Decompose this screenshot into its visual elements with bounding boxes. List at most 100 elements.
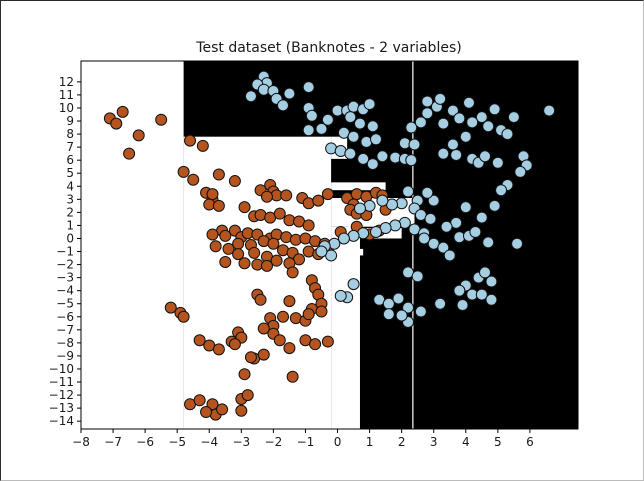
point-s1-92	[337, 232, 350, 245]
point-s0-68	[267, 237, 280, 250]
point-s1-8	[277, 99, 290, 112]
point-s0-83	[260, 259, 273, 272]
point-s0-77	[248, 246, 261, 259]
point-s0-112	[193, 334, 206, 347]
point-s1-110	[485, 275, 498, 288]
y-tick-label: −5	[56, 297, 74, 311]
point-s1-11	[305, 109, 318, 122]
y-tick-label: 12	[59, 75, 74, 89]
point-s1-109	[479, 266, 492, 279]
point-s1-107	[443, 249, 456, 262]
point-s1-39	[414, 116, 427, 129]
y-tick-label: 1	[66, 218, 74, 232]
point-s0-81	[238, 257, 251, 270]
point-s0-129	[235, 404, 248, 417]
point-s1-71	[475, 211, 488, 224]
point-s0-105	[257, 322, 270, 335]
region-white-5	[331, 226, 351, 429]
point-s1-59	[450, 148, 463, 161]
point-s1-26	[369, 133, 382, 146]
point-s0-125	[200, 406, 213, 419]
point-s1-57	[446, 138, 459, 151]
point-s0-5	[155, 113, 168, 126]
y-tick-label: 3	[66, 192, 74, 206]
point-s0-118	[257, 348, 270, 361]
point-s1-7	[283, 87, 296, 100]
y-tick-label: −11	[49, 375, 74, 389]
point-s1-128	[334, 289, 347, 302]
point-s1-55	[543, 104, 556, 117]
y-tick-label: 5	[66, 166, 74, 180]
point-s0-107	[273, 334, 286, 347]
point-s1-12	[321, 113, 334, 126]
point-s0-100	[277, 310, 290, 323]
x-tick-label: 3	[430, 435, 438, 449]
point-s0-64	[222, 242, 235, 255]
point-s1-119	[414, 305, 427, 318]
point-s0-9	[187, 173, 200, 186]
point-s0-10	[212, 168, 225, 181]
point-s1-53	[501, 128, 514, 141]
point-s1-9	[302, 81, 315, 94]
point-s1-125	[485, 293, 498, 306]
point-s0-8	[177, 165, 190, 178]
y-tick-label: −14	[49, 414, 74, 428]
point-s1-19	[353, 117, 366, 130]
point-s0-23	[260, 190, 273, 203]
point-s0-114	[212, 343, 225, 356]
point-s0-2	[116, 105, 129, 118]
point-s0-122	[193, 394, 206, 407]
point-s0-84	[286, 266, 299, 279]
point-s0-1	[110, 117, 123, 130]
point-s0-120	[286, 370, 299, 383]
x-tick-label: 4	[462, 435, 470, 449]
point-s1-102	[469, 225, 482, 238]
chart-title: Test dataset (Banknotes - 2 variables)	[195, 40, 461, 56]
y-tick-label: −1	[56, 245, 74, 259]
y-tick-label: −2	[56, 258, 74, 272]
point-s1-42	[421, 95, 434, 108]
point-s0-3	[123, 147, 136, 160]
point-s0-119	[238, 368, 251, 381]
point-s1-46	[453, 112, 466, 125]
point-s1-63	[491, 156, 504, 169]
point-s1-47	[462, 96, 475, 109]
point-s0-104	[315, 305, 328, 318]
point-s1-56	[459, 130, 472, 143]
x-tick-label: −6	[136, 435, 154, 449]
point-s1-66	[514, 165, 527, 178]
point-s1-51	[482, 120, 495, 133]
y-tick-label: 11	[59, 88, 74, 102]
point-s0-108	[283, 342, 296, 355]
x-tick-label: −4	[200, 435, 218, 449]
y-tick-label: −8	[56, 336, 74, 350]
point-s0-63	[209, 240, 222, 253]
point-s1-68	[495, 184, 508, 197]
point-s0-6	[184, 134, 197, 147]
point-s0-92	[283, 295, 296, 308]
x-tick-label: 6	[526, 435, 534, 449]
point-s1-85	[424, 212, 437, 225]
point-s0-110	[309, 338, 322, 351]
y-tick-label: 10	[59, 101, 74, 115]
y-tick-label: −13	[49, 401, 74, 415]
y-tick-label: 9	[66, 114, 74, 128]
point-s1-126	[347, 278, 360, 291]
point-s0-44	[302, 219, 315, 232]
x-tick-label: −8	[72, 435, 90, 449]
y-tick-label: −7	[56, 323, 74, 337]
point-s0-7	[196, 139, 209, 152]
x-tick-label: −3	[232, 435, 250, 449]
point-s1-48	[475, 111, 488, 124]
x-tick-label: −1	[297, 435, 315, 449]
point-s0-75	[219, 255, 232, 268]
point-s1-74	[427, 194, 440, 207]
region-white-3	[331, 182, 386, 191]
point-s1-35	[405, 154, 418, 167]
point-s1-18	[344, 111, 357, 124]
point-s1-21	[302, 124, 315, 137]
point-s1-5	[244, 90, 257, 103]
point-s1-82	[353, 202, 366, 215]
x-tick-label: 0	[334, 435, 342, 449]
